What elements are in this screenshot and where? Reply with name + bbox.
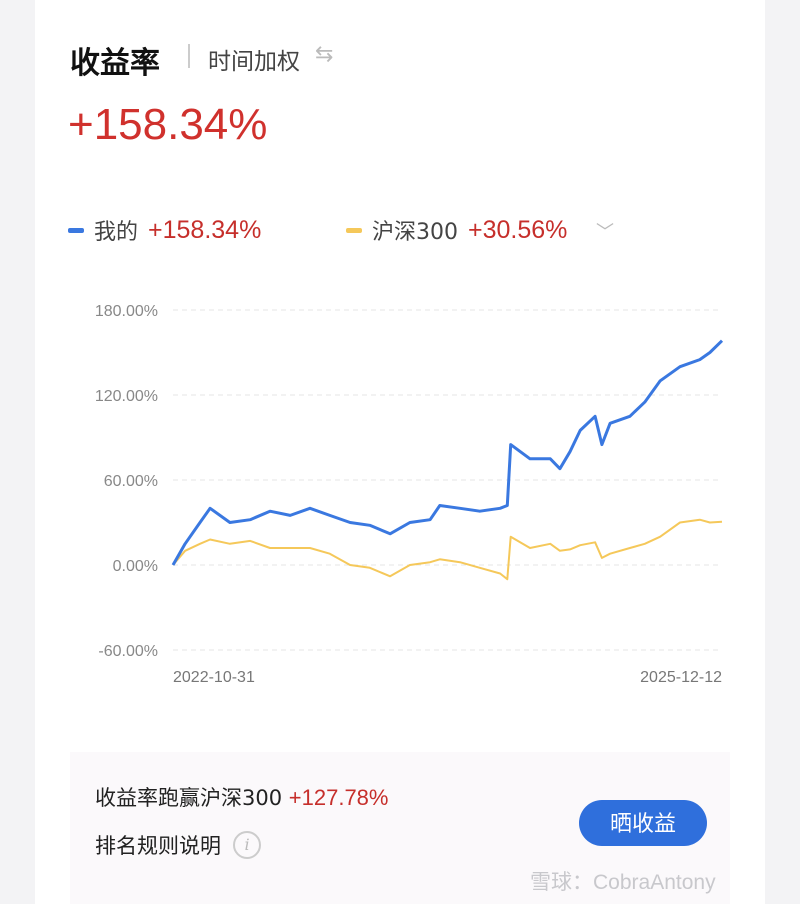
legend-swatch [68, 227, 84, 233]
legend-value: +30.56% [468, 215, 568, 244]
legend-label: 我的 [94, 220, 139, 245]
legend-label: 沪深300 [372, 220, 458, 245]
page-title: 收益率 [70, 46, 160, 81]
total-return: +158.34% [68, 100, 268, 149]
beat-value: +127.78% [288, 785, 389, 810]
legend-csi300: 沪深300 +30.56% [346, 214, 567, 246]
legend-value: +158.34% [148, 215, 262, 244]
y-tick-label: 60.00% [104, 473, 158, 490]
share-returns-button[interactable]: 晒收益 [579, 800, 707, 846]
series-line [172, 518, 723, 581]
y-tick-label: 0.00% [113, 558, 158, 575]
legend-swatch [346, 227, 362, 233]
swap-arrows-icon[interactable]: ⇆ [315, 42, 334, 67]
watermark: 雪球：CobraAntony [530, 871, 716, 894]
beat-label: 收益率跑赢沪深300 [95, 786, 283, 810]
y-tick-label: 180.00% [95, 303, 158, 320]
legend-mine: 我的 +158.34% [68, 214, 261, 246]
beat-benchmark: 收益率跑赢沪深300 +127.78% [95, 782, 388, 812]
ranking-rules[interactable]: 排名规则说明 i [95, 830, 261, 860]
y-tick-label: -60.00% [98, 643, 158, 660]
divider [188, 44, 190, 68]
return-chart: 180.00% 120.00% 60.00% 0.00% -60.00% 2022-10-… [95, 303, 724, 686]
chevron-down-icon[interactable]: ﹀ [596, 222, 614, 243]
x-tick-label: 2022-10-31 [173, 669, 255, 686]
x-tick-label: 2025-12-12 [640, 669, 722, 686]
y-tick-label: 120.00% [95, 388, 158, 405]
time-weighted-toggle[interactable]: 时间加权 [208, 49, 300, 75]
info-icon[interactable]: i [233, 831, 261, 859]
series-line [171, 339, 724, 566]
rules-label[interactable]: 排名规则说明 [95, 834, 221, 858]
